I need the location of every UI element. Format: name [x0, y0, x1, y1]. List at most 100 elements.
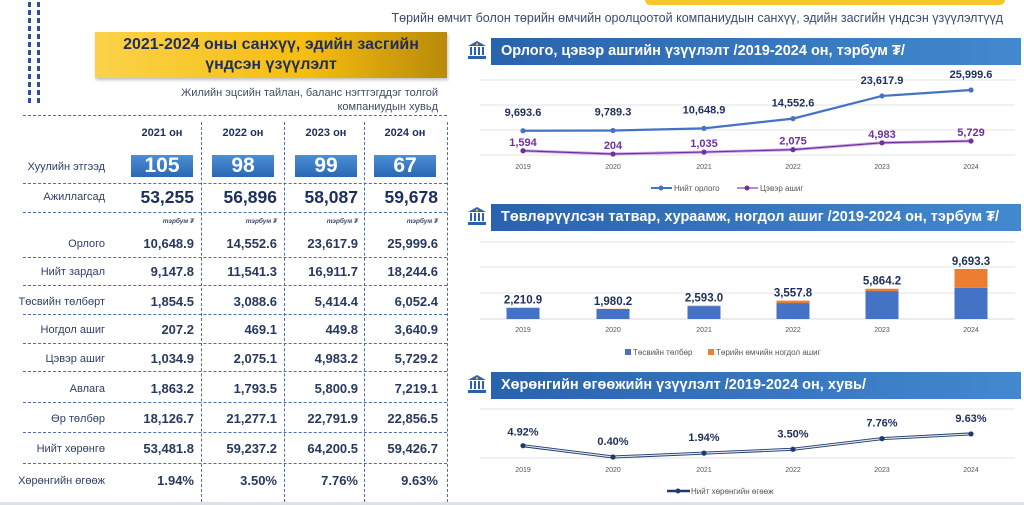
table-note: Жилийн эцсийн тайлан, баланс нэгтгэгддэг… — [118, 86, 438, 114]
x-tick-label: 2020 — [605, 467, 621, 474]
budget-payment-bar — [776, 303, 810, 319]
table-cell: 10,648.9 — [143, 236, 194, 251]
roa-label: 4.92% — [507, 427, 538, 439]
x-tick-label: 2022 — [785, 467, 801, 474]
row-divider — [23, 285, 447, 286]
bar-total-label: 9,693.3 — [952, 256, 990, 268]
net-profit-label: 4,983 — [868, 129, 896, 141]
bar-total-label: 2,210.9 — [504, 295, 542, 307]
roa-point — [968, 431, 974, 437]
table-cell: 22,856.5 — [387, 411, 438, 426]
table-cell: 2,075.1 — [233, 351, 277, 366]
table-cell: 469.1 — [244, 322, 277, 337]
employees-count: 58,087 — [304, 187, 358, 207]
roa-point — [790, 446, 796, 452]
table-cell: 59,426.7 — [387, 441, 438, 456]
page-title: 2021-2024 оны санхүү, эдийн засгийн үндс… — [95, 32, 447, 78]
legend-total-income-label: Нийт орлого — [674, 184, 720, 193]
employees-count: 53,255 — [140, 187, 194, 207]
roa-label: 9.63% — [955, 413, 986, 425]
total-income-label: 23,617.9 — [861, 75, 904, 87]
budget-payment-bar — [506, 307, 540, 319]
total-income-point — [968, 87, 974, 93]
column-header: 2023 он — [305, 127, 347, 139]
table-cell: 14,552.6 — [226, 236, 277, 251]
table-cell: 4,983.2 — [314, 351, 358, 366]
legend-total-income-dot — [658, 185, 664, 191]
total-income-label: 14,552.6 — [772, 98, 815, 110]
net-profit-point — [520, 148, 526, 154]
unit-label: тэрбум ₮ — [326, 218, 358, 225]
total-income-point — [520, 128, 526, 134]
bar-total-label: 5,864.2 — [863, 276, 901, 288]
row-label: Цэвэр ашиг — [45, 353, 105, 365]
total-income-label: 25,999.6 — [950, 69, 993, 81]
total-income-point — [610, 127, 616, 134]
table-cell: 16,911.7 — [308, 264, 358, 279]
roa-label: 0.40% — [597, 436, 628, 448]
employees-count: 59,678 — [384, 187, 438, 207]
bar-total-label: 2,593.0 — [685, 293, 723, 305]
column-header: 2022 он — [222, 127, 264, 139]
table-cell: 7,219.1 — [394, 381, 438, 396]
net-profit-line — [522, 140, 972, 155]
legend-net-profit-dot — [744, 185, 750, 191]
column-divider — [201, 122, 202, 502]
row-divider — [23, 314, 447, 315]
column-header: 2021 он — [141, 127, 183, 139]
roa-line-inner — [522, 433, 972, 458]
row-divider — [23, 463, 447, 464]
table-cell: 6,052.4 — [394, 294, 438, 309]
table-cell: 18,244.6 — [387, 264, 438, 279]
title-line-2: үндсэн үзүүлэлт — [205, 56, 337, 73]
chart-income-header: Орлого, цэвэр ашгийн үзүүлэлт /2019-2024… — [491, 38, 1021, 65]
chart-tax-header: Төвлөрүүлсэн татвар, хураамж, ногдол аши… — [491, 204, 1021, 231]
legal-entities-count: 98 — [212, 155, 274, 177]
x-tick-label: 2020 — [605, 327, 621, 334]
roa-point — [610, 454, 616, 460]
x-tick-label: 2021 — [696, 327, 712, 334]
budget-payment-bar — [865, 291, 899, 319]
x-tick-label: 2021 — [696, 467, 712, 474]
total-income-point — [790, 116, 796, 122]
unit-label: тэрбум ₮ — [406, 218, 438, 225]
bottom-divider — [0, 502, 1024, 505]
bar-total-label: 3,557.8 — [774, 288, 813, 300]
note-line-2: компаниудын хувьд — [337, 101, 439, 113]
dividend-bar — [954, 268, 988, 288]
legal-entities-count: 67 — [374, 155, 436, 177]
table-cell: 5,729.2 — [394, 351, 438, 366]
x-tick-label: 2021 — [696, 164, 712, 171]
column-divider — [364, 122, 365, 502]
total-income-point — [701, 125, 707, 131]
bank-icon — [467, 40, 487, 60]
row-label: Төсвийн төлбөрт — [18, 296, 105, 308]
row-label: Хөрөнгийн өгөөж — [18, 475, 105, 487]
x-tick-label: 2022 — [785, 327, 801, 334]
legend-roa-label: Нийт хөрөнгийн өгөөж — [691, 487, 774, 496]
row-divider — [23, 183, 447, 184]
total-income-label: 10,648.9 — [683, 104, 726, 116]
x-tick-label: 2023 — [874, 467, 890, 474]
x-tick-label: 2020 — [605, 164, 621, 171]
x-tick-label: 2023 — [874, 164, 890, 171]
row-label: Ногдол ашиг — [40, 324, 105, 336]
row-label: Авлага — [69, 383, 105, 395]
roa-point — [879, 436, 885, 442]
bank-icon — [467, 206, 487, 226]
x-tick-label: 2019 — [515, 327, 531, 334]
dividend-bar — [865, 288, 899, 292]
table-cell: 1,863.2 — [150, 381, 194, 396]
employees-count: 56,896 — [223, 187, 277, 207]
roa-label: 7.76% — [866, 418, 897, 430]
column-divider — [447, 122, 448, 502]
bank-icon — [467, 374, 487, 394]
table-cell: 64,200.5 — [307, 441, 358, 456]
table-cell: 1,793.5 — [233, 381, 277, 396]
legend-budget-swatch — [625, 349, 631, 355]
x-tick-label: 2019 — [515, 467, 531, 474]
total-income-label: 9,693.6 — [505, 107, 542, 119]
net-profit-point — [701, 149, 707, 155]
legal-entities-count: 99 — [295, 155, 357, 177]
legend-dividend-swatch — [708, 349, 714, 355]
